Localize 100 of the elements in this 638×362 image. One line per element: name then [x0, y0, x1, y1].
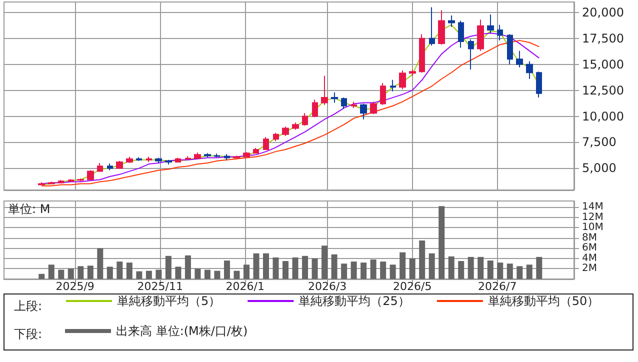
bar — [156, 270, 162, 279]
candlestick — [331, 92, 338, 104]
candlestick — [526, 60, 533, 80]
bar — [184, 255, 191, 279]
bar — [87, 266, 94, 279]
legend-label: 出来高 単位:(M株/口/枚) — [116, 324, 248, 338]
candlestick — [97, 162, 103, 172]
candlestick — [419, 34, 425, 74]
y-tick-label: 17,500 — [582, 31, 624, 46]
bar — [106, 266, 113, 279]
bar — [165, 256, 172, 279]
candlestick — [370, 101, 377, 115]
bar — [312, 258, 318, 279]
candlestick — [243, 152, 250, 158]
candlestick — [448, 15, 455, 28]
candlestick — [175, 157, 181, 163]
y-tick-label: 14M — [582, 202, 604, 213]
candlestick — [126, 156, 133, 164]
bar — [370, 260, 376, 279]
x-tick-label: 2026/1 — [226, 280, 264, 293]
bar — [487, 260, 494, 279]
y-tick-label: 6M — [582, 242, 597, 254]
candlestick — [429, 6, 435, 46]
candlestick — [185, 156, 191, 160]
bar — [38, 274, 45, 279]
candlestick — [165, 159, 172, 166]
candlestick — [536, 71, 542, 98]
bar — [253, 253, 260, 279]
candlestick — [58, 180, 64, 184]
bar — [526, 264, 532, 279]
bar — [175, 266, 182, 279]
bar — [448, 256, 454, 279]
bar — [350, 262, 357, 279]
bar — [516, 266, 523, 279]
candlestick — [282, 126, 289, 136]
candlestick — [273, 132, 279, 142]
bar — [438, 206, 445, 279]
bar — [97, 248, 104, 279]
candlestick — [233, 155, 240, 159]
candlestick — [321, 75, 328, 106]
bar — [409, 258, 416, 279]
candlestick — [438, 10, 445, 46]
bar — [116, 262, 123, 279]
bar — [234, 270, 240, 279]
bar — [302, 256, 308, 279]
bar — [194, 268, 201, 279]
bar — [214, 270, 220, 279]
bar — [322, 246, 328, 279]
bar — [331, 254, 338, 279]
bar — [78, 266, 84, 279]
bar — [497, 262, 504, 279]
candlestick — [136, 156, 142, 162]
candlestick — [48, 181, 55, 185]
candlestick — [77, 178, 84, 182]
candlestick — [38, 182, 45, 186]
bar — [428, 253, 435, 279]
bar — [341, 264, 348, 279]
candlestick — [87, 170, 94, 181]
candlestick — [380, 82, 386, 106]
x-tick-label: 2025/9 — [56, 280, 94, 293]
bar — [292, 257, 298, 279]
candlestick — [263, 136, 269, 151]
bar — [419, 240, 426, 279]
text: 下段: — [14, 327, 42, 341]
bar — [380, 262, 386, 279]
x-tick-label: 2026/7 — [478, 280, 517, 293]
candlestick — [312, 99, 318, 118]
y-tick-label: 4M — [582, 252, 597, 264]
candlestick — [497, 24, 503, 41]
y-tick-label: 8M — [582, 232, 597, 244]
candlestick — [516, 50, 523, 68]
annotation: 単位: M — [8, 202, 50, 216]
candlestick — [194, 152, 201, 160]
bar — [263, 253, 270, 279]
text: 上段: — [14, 299, 42, 313]
legend-label: 単純移動平均（50） — [488, 294, 600, 308]
y-tick-label: 20,000 — [582, 5, 624, 20]
bar — [126, 262, 132, 279]
bar — [136, 271, 142, 279]
y-tick-label: 15,000 — [582, 57, 624, 72]
bar — [48, 264, 54, 279]
candlestick — [146, 156, 152, 162]
legend-label: 単純移動平均（5） — [117, 294, 221, 308]
bar — [243, 264, 250, 279]
candlestick — [116, 160, 123, 170]
y-tick-label: 7,500 — [582, 135, 616, 150]
bar — [282, 261, 289, 279]
candlestick — [224, 154, 230, 160]
candlestick — [477, 19, 484, 52]
y-tick-label: 5,000 — [582, 161, 616, 176]
candlestick — [360, 103, 367, 120]
bar — [360, 262, 367, 279]
bar — [458, 261, 464, 279]
candlestick — [204, 152, 211, 158]
bar — [204, 270, 210, 279]
candlestick — [390, 79, 396, 92]
candlestick — [107, 163, 113, 171]
bar — [390, 264, 396, 279]
bar — [224, 260, 230, 279]
bar — [506, 264, 513, 279]
